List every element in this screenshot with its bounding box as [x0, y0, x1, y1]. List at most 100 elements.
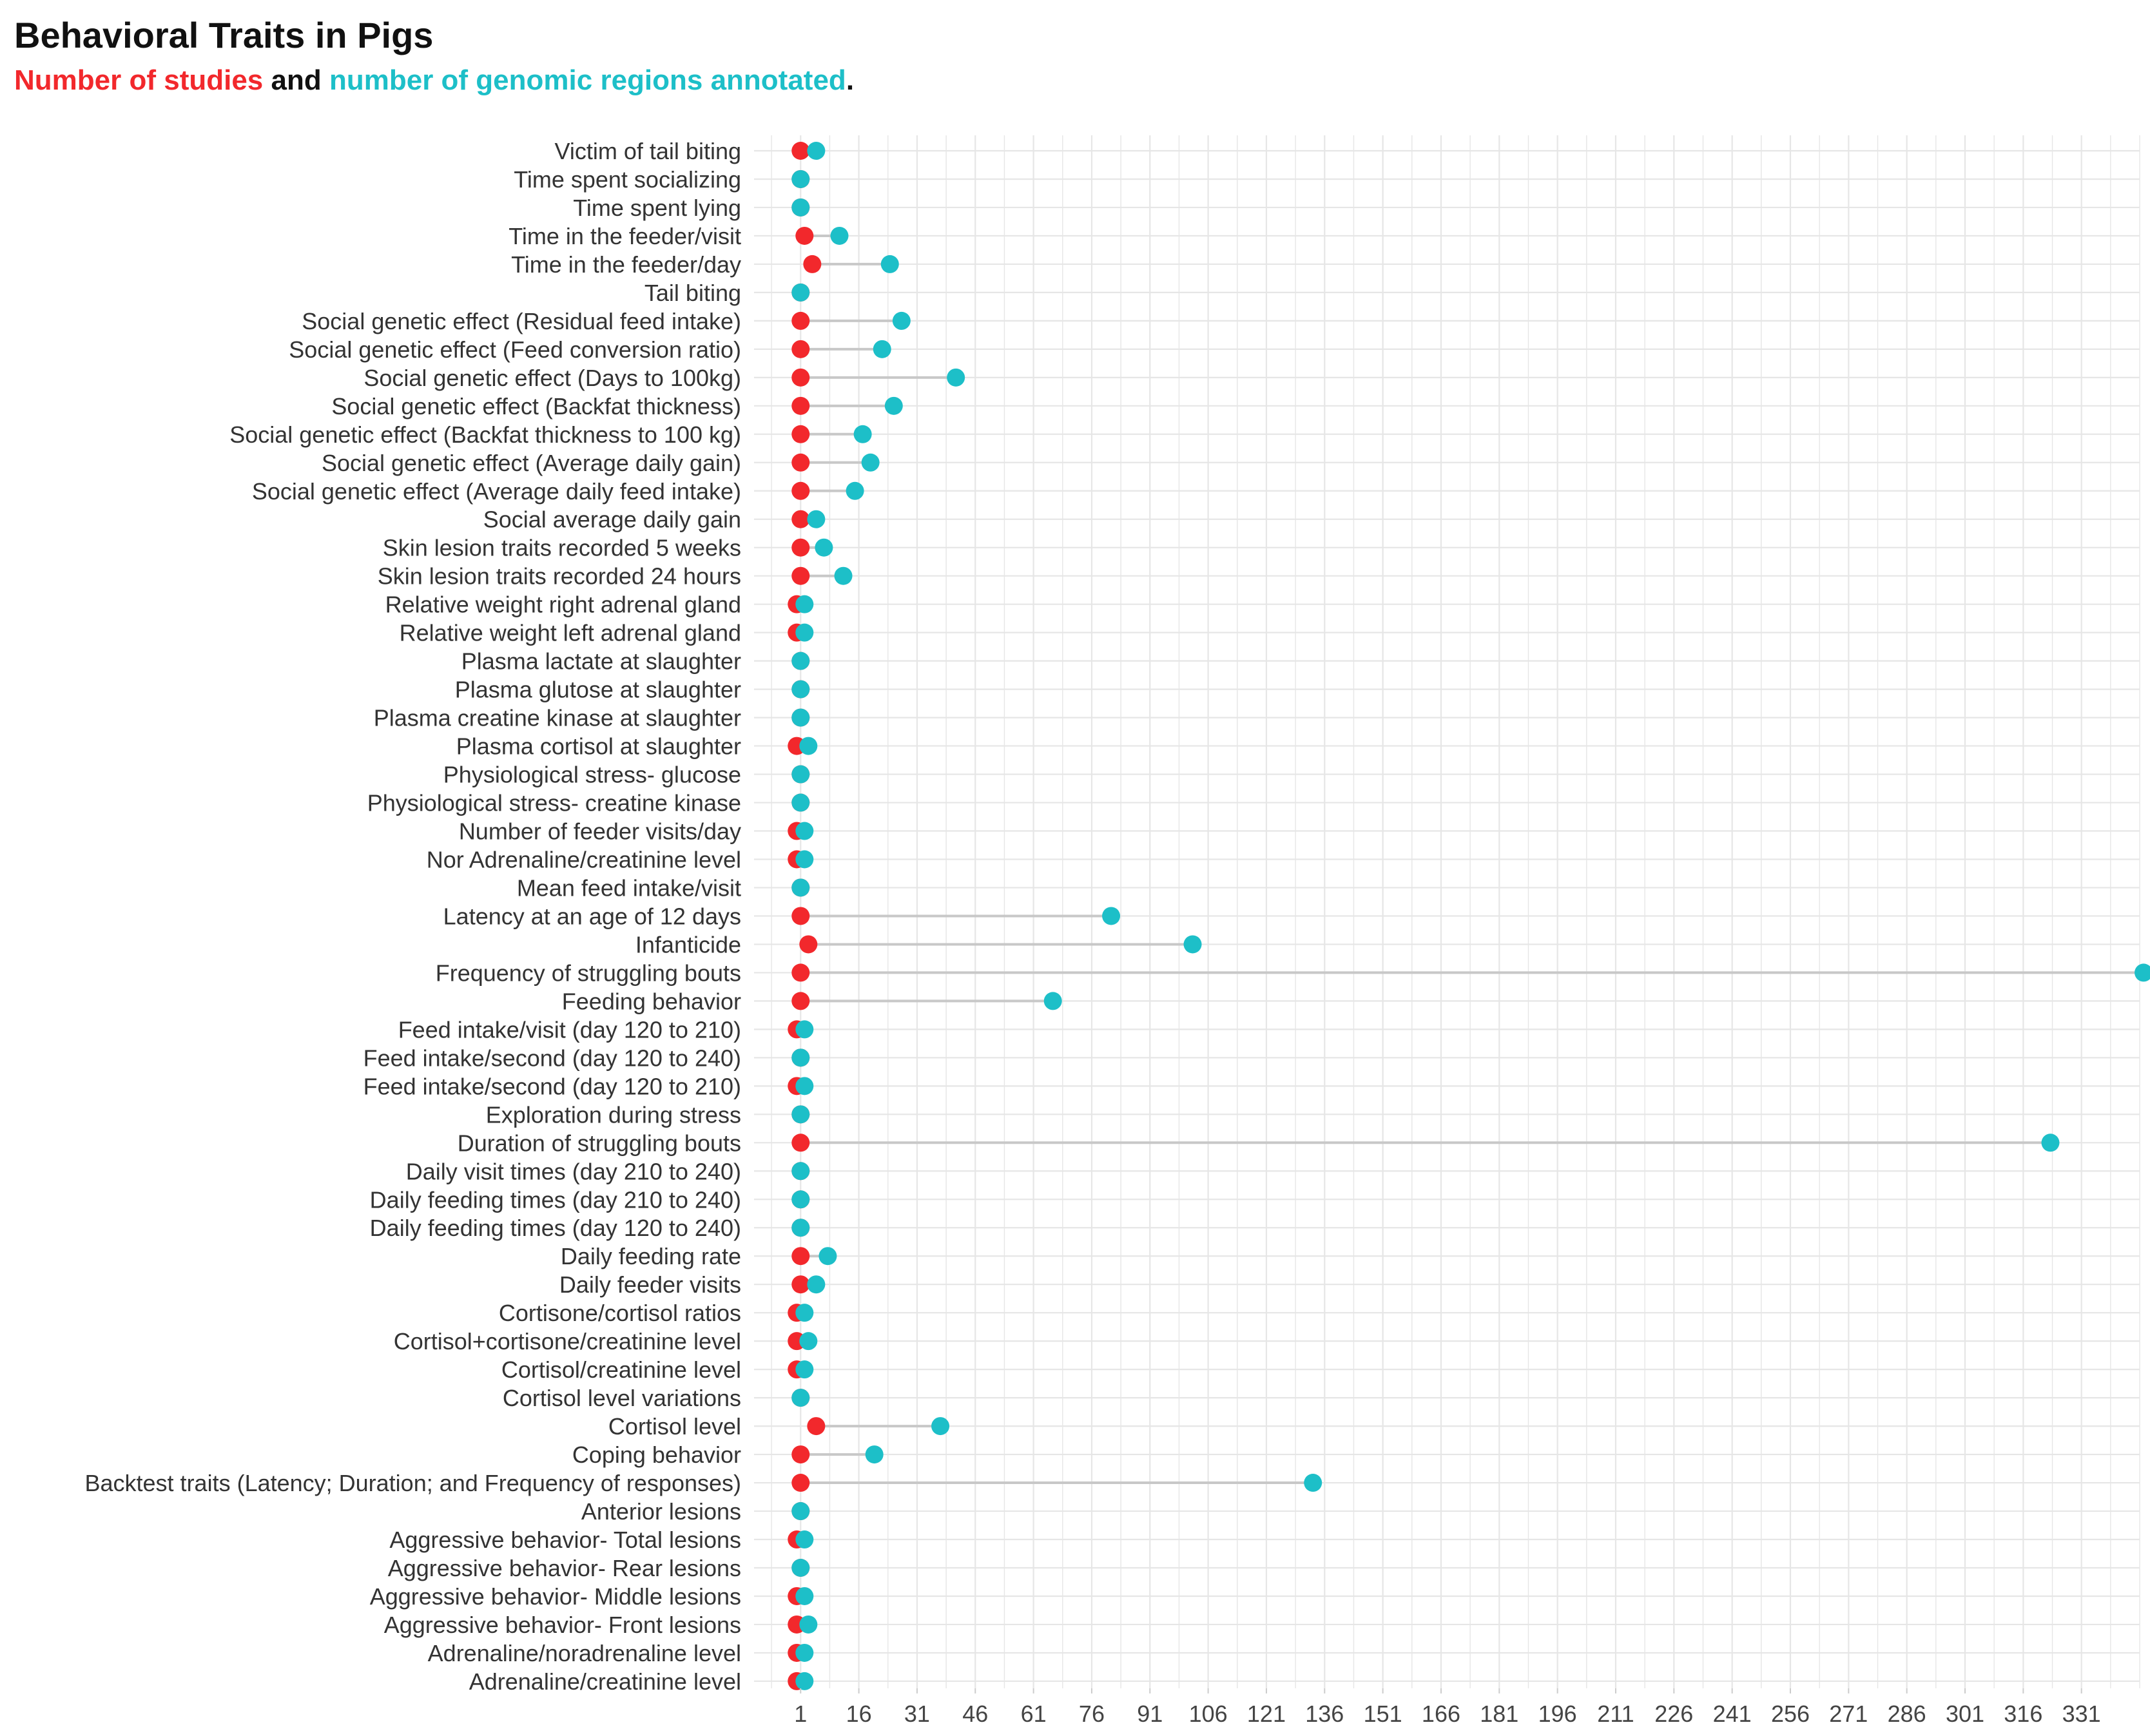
category-label: Time in the feeder/visit: [508, 223, 741, 249]
regions-point: [2041, 1133, 2060, 1152]
studies-point: [803, 255, 822, 273]
studies-point: [791, 1275, 810, 1294]
category-row: Social genetic effect (Residual feed int…: [302, 308, 911, 334]
studies-point: [791, 907, 810, 925]
category-label: Mean feed intake/visit: [517, 874, 741, 901]
category-label: Skin lesion traits recorded 5 weeks: [383, 535, 741, 561]
regions-point: [807, 142, 826, 160]
regions-point: [799, 737, 818, 755]
category-row: Nor Adrenaline/creatinine level: [427, 847, 814, 873]
category-row: Physiological stress- glucose: [443, 762, 810, 788]
category-label: Backtest traits (Latency; Duration; and …: [85, 1470, 742, 1496]
category-label: Social genetic effect (Days to 100kg): [363, 365, 741, 391]
category-row: Social genetic effect (Backfat thickness…: [229, 421, 872, 448]
category-label: Plasma lactate at slaughter: [461, 648, 741, 675]
category-label: Social genetic effect (Average daily gai…: [322, 450, 741, 476]
category-label: Time spent socializing: [514, 166, 741, 193]
x-axis-ticks-layer: 1 16 31 46 61 76 91 106 121 136 151 166 181 196 211 226…: [794, 1688, 2101, 1727]
regions-point: [931, 1417, 950, 1436]
x-tick-label: 61: [1021, 1701, 1047, 1727]
regions-point: [791, 1559, 810, 1577]
x-tick-label: 316: [2004, 1701, 2042, 1727]
regions-point: [795, 1020, 814, 1039]
x-tick-label: 31: [904, 1701, 930, 1727]
regions-point: [799, 1332, 818, 1351]
category-row: Social genetic effect (Average daily fee…: [252, 478, 864, 505]
category-row: Social average daily gain: [483, 506, 826, 533]
category-row: Backtest traits (Latency; Duration; and …: [85, 1470, 1322, 1496]
regions-point: [1102, 907, 1121, 925]
category-label: Daily feeder visits: [559, 1271, 741, 1298]
regions-point: [892, 311, 911, 330]
category-label: Social genetic effect (Backfat thickness…: [331, 393, 741, 420]
regions-point: [795, 1672, 814, 1690]
category-row: Aggressive behavior- Rear lesions: [388, 1555, 810, 1581]
category-row: Exploration during stress: [486, 1101, 810, 1128]
category-label: Daily visit times (day 210 to 240): [406, 1158, 741, 1184]
x-tick-label: 271: [1829, 1701, 1868, 1727]
regions-point: [830, 226, 849, 245]
category-label: Feeding behavior: [562, 988, 741, 1014]
category-row: Cortisol+cortisone/creatinine level: [394, 1328, 818, 1355]
category-row: Latency at an age of 12 days: [443, 903, 1121, 929]
x-tick-label: 106: [1189, 1701, 1228, 1727]
studies-point: [791, 1247, 810, 1266]
regions-point: [834, 566, 853, 585]
category-label: Anterior lesions: [581, 1498, 741, 1525]
category-row: Cortisol level: [608, 1413, 950, 1440]
category-label: Aggressive behavior- Total lesions: [389, 1527, 741, 1553]
category-row: Cortisol level variations: [503, 1385, 810, 1411]
regions-point: [795, 623, 814, 642]
regions-point: [807, 1275, 826, 1294]
regions-point: [791, 1502, 810, 1521]
x-tick-label: 91: [1137, 1701, 1163, 1727]
regions-point: [791, 680, 810, 699]
regions-point: [791, 1389, 810, 1407]
category-row: Plasma cortisol at slaughter: [456, 733, 818, 760]
category-row: Feeding behavior: [562, 988, 1062, 1014]
regions-point: [791, 1105, 810, 1124]
studies-point: [799, 935, 818, 954]
category-label: Social genetic effect (Feed conversion r…: [289, 336, 741, 363]
x-tick-label: 151: [1364, 1701, 1402, 1727]
category-label: Adrenaline/creatinine level: [469, 1668, 741, 1695]
subtitle-studies-text: Number of studies: [14, 64, 264, 96]
category-label: Social genetic effect (Residual feed int…: [302, 308, 741, 334]
category-label: Social average daily gain: [483, 506, 741, 533]
category-label: Daily feeding times (day 210 to 240): [370, 1186, 741, 1213]
studies-point: [795, 226, 814, 245]
subtitle-regions-text: number of genomic regions annotated: [329, 64, 846, 96]
category-row: Cortisol/creatinine level: [501, 1356, 814, 1383]
category-row: Daily feeding times (day 120 to 240): [370, 1215, 810, 1241]
category-label: Physiological stress- glucose: [443, 762, 741, 788]
category-label: Feed intake/visit (day 120 to 210): [398, 1016, 741, 1043]
studies-point: [791, 453, 810, 472]
category-row: Tail biting: [644, 280, 810, 306]
category-label: Frequency of struggling bouts: [436, 960, 741, 986]
x-tick-label: 46: [962, 1701, 988, 1727]
category-row: Time in the feeder/visit: [508, 223, 849, 249]
x-tick-label: 226: [1654, 1701, 1693, 1727]
regions-point: [791, 1190, 810, 1209]
category-row: Anterior lesions: [581, 1498, 810, 1525]
x-tick-label: 286: [1888, 1701, 1926, 1727]
category-row: Relative weight right adrenal gland: [385, 592, 814, 618]
regions-point: [853, 425, 872, 443]
studies-point: [791, 425, 810, 443]
category-row: Feed intake/second (day 120 to 240): [363, 1045, 810, 1071]
regions-point: [1183, 935, 1202, 954]
regions-point: [1043, 992, 1062, 1010]
studies-point: [791, 1474, 810, 1492]
category-label: Time in the feeder/day: [511, 251, 741, 278]
regions-point: [795, 1530, 814, 1549]
category-row: Time in the feeder/day: [511, 251, 899, 278]
category-row: Time spent socializing: [514, 166, 810, 193]
category-label: Plasma creatine kinase at slaughter: [374, 705, 741, 731]
category-label: Daily feeding times (day 120 to 240): [370, 1215, 741, 1241]
studies-point: [791, 992, 810, 1010]
subtitle-and-text: and: [263, 64, 329, 96]
category-row: Relative weight left adrenal gland: [400, 620, 814, 646]
x-tick-label: 166: [1422, 1701, 1460, 1727]
x-tick-label: 1: [794, 1701, 807, 1727]
regions-point: [880, 255, 899, 273]
